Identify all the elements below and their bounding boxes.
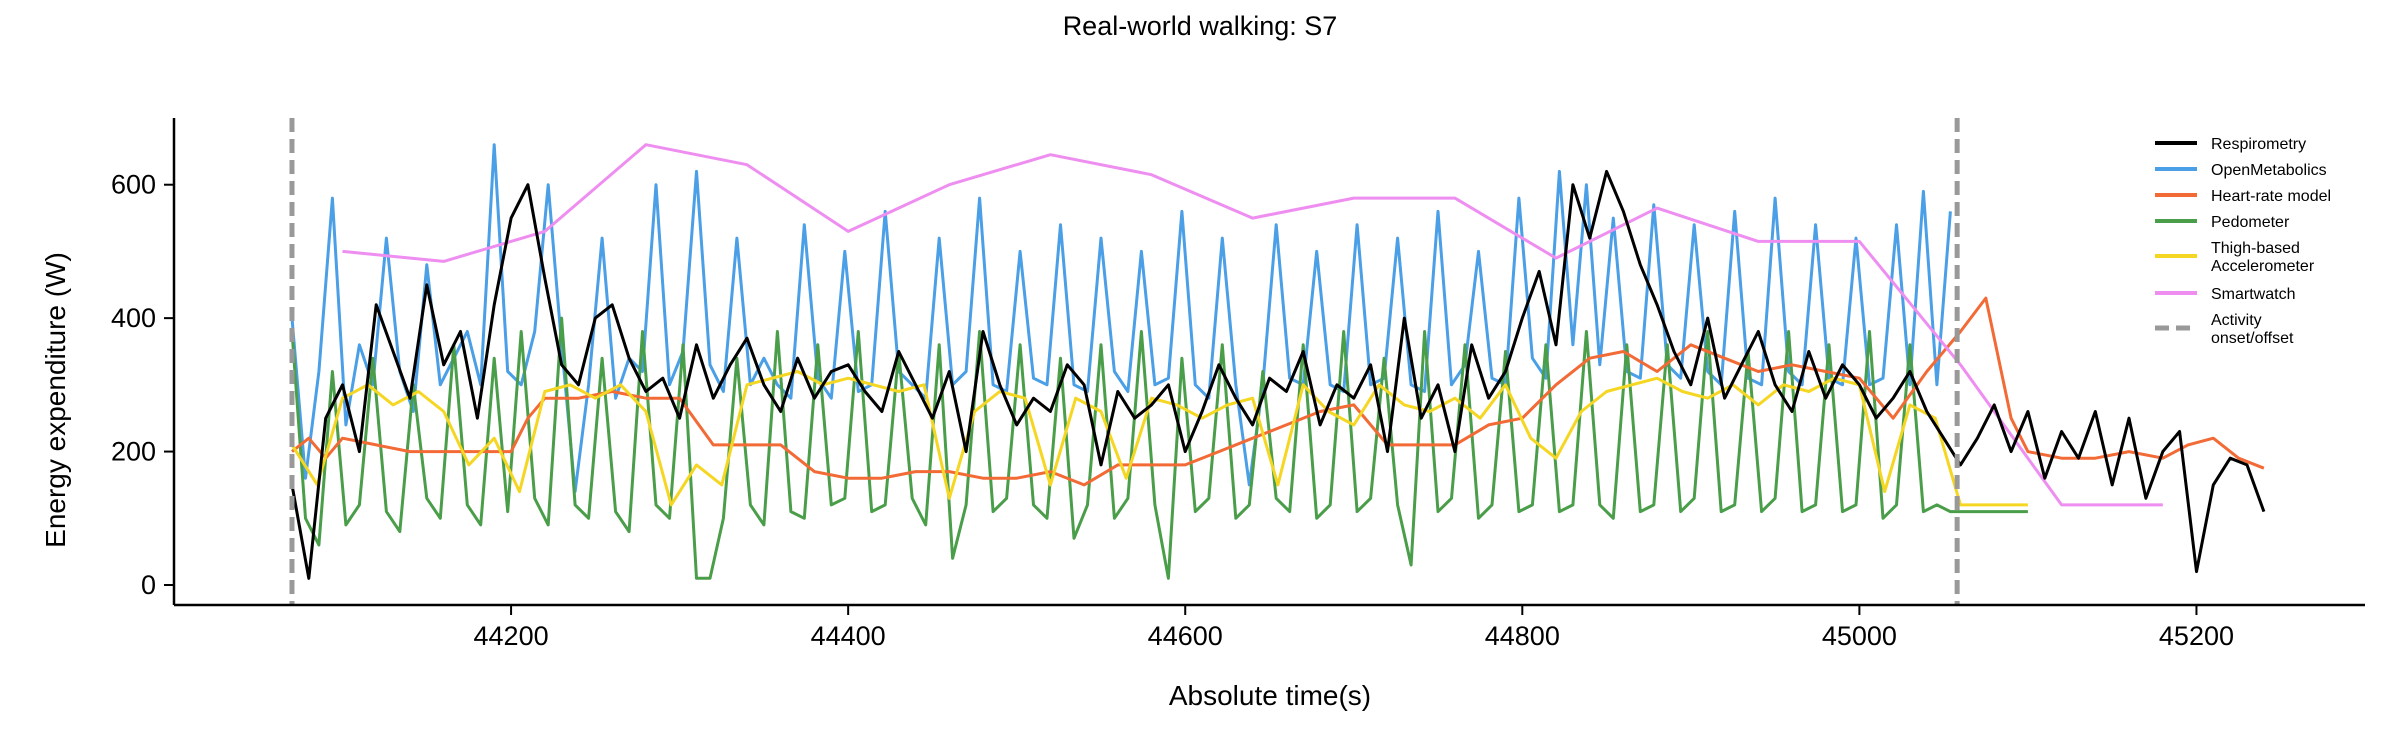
x-tick-label: 44600 bbox=[1148, 621, 1223, 651]
x-tick-label: 45200 bbox=[2159, 621, 2234, 651]
series-line-openmetabolics bbox=[290, 143, 1952, 494]
legend-label-heart-rate-model: Heart-rate model bbox=[2211, 188, 2331, 205]
series-line-heart-rate-model bbox=[291, 296, 2265, 487]
y-tick-label: 400 bbox=[111, 303, 156, 333]
y-tick-label: 600 bbox=[111, 170, 156, 200]
x-tick-label: 44400 bbox=[811, 621, 886, 651]
legend-label-thigh-based-accelerometer: Thigh-based Accelerometer bbox=[2211, 240, 2315, 275]
series-line-thigh-based-accelerometer bbox=[290, 370, 2028, 507]
series-line-pedometer bbox=[290, 316, 2028, 580]
legend-label-respirometry: Respirometry bbox=[2211, 136, 2306, 153]
y-axis-label: Energy expenditure (W) bbox=[40, 252, 71, 548]
series-line-respirometry bbox=[290, 169, 2266, 580]
legend-label-pedometer: Pedometer bbox=[2211, 214, 2290, 231]
x-tick-label: 44800 bbox=[1485, 621, 1560, 651]
axes: 44200 44400 44600 44800 45000 45200 0 200 400 600 bbox=[111, 118, 2365, 651]
y-tick-label: 0 bbox=[141, 570, 156, 600]
y-tick-label: 200 bbox=[111, 437, 156, 467]
legend-label-openmetabolics: OpenMetabolics bbox=[2211, 162, 2327, 179]
legend-label-activity-onset-offset: Activity onset/offset bbox=[2211, 312, 2294, 347]
chart-title: Real-world walking: S7 bbox=[1063, 11, 1338, 41]
x-tick-label: 44200 bbox=[474, 621, 549, 651]
legend: Respirometry OpenMetabolics Heart-rate mod… bbox=[2155, 136, 2331, 347]
x-tick-label: 45000 bbox=[1822, 621, 1897, 651]
legend-label-smartwatch: Smartwatch bbox=[2211, 286, 2295, 303]
x-axis-label: Absolute time(s) bbox=[1169, 680, 1371, 711]
plot-area bbox=[289, 118, 2266, 605]
series-line-smartwatch bbox=[342, 143, 2163, 507]
